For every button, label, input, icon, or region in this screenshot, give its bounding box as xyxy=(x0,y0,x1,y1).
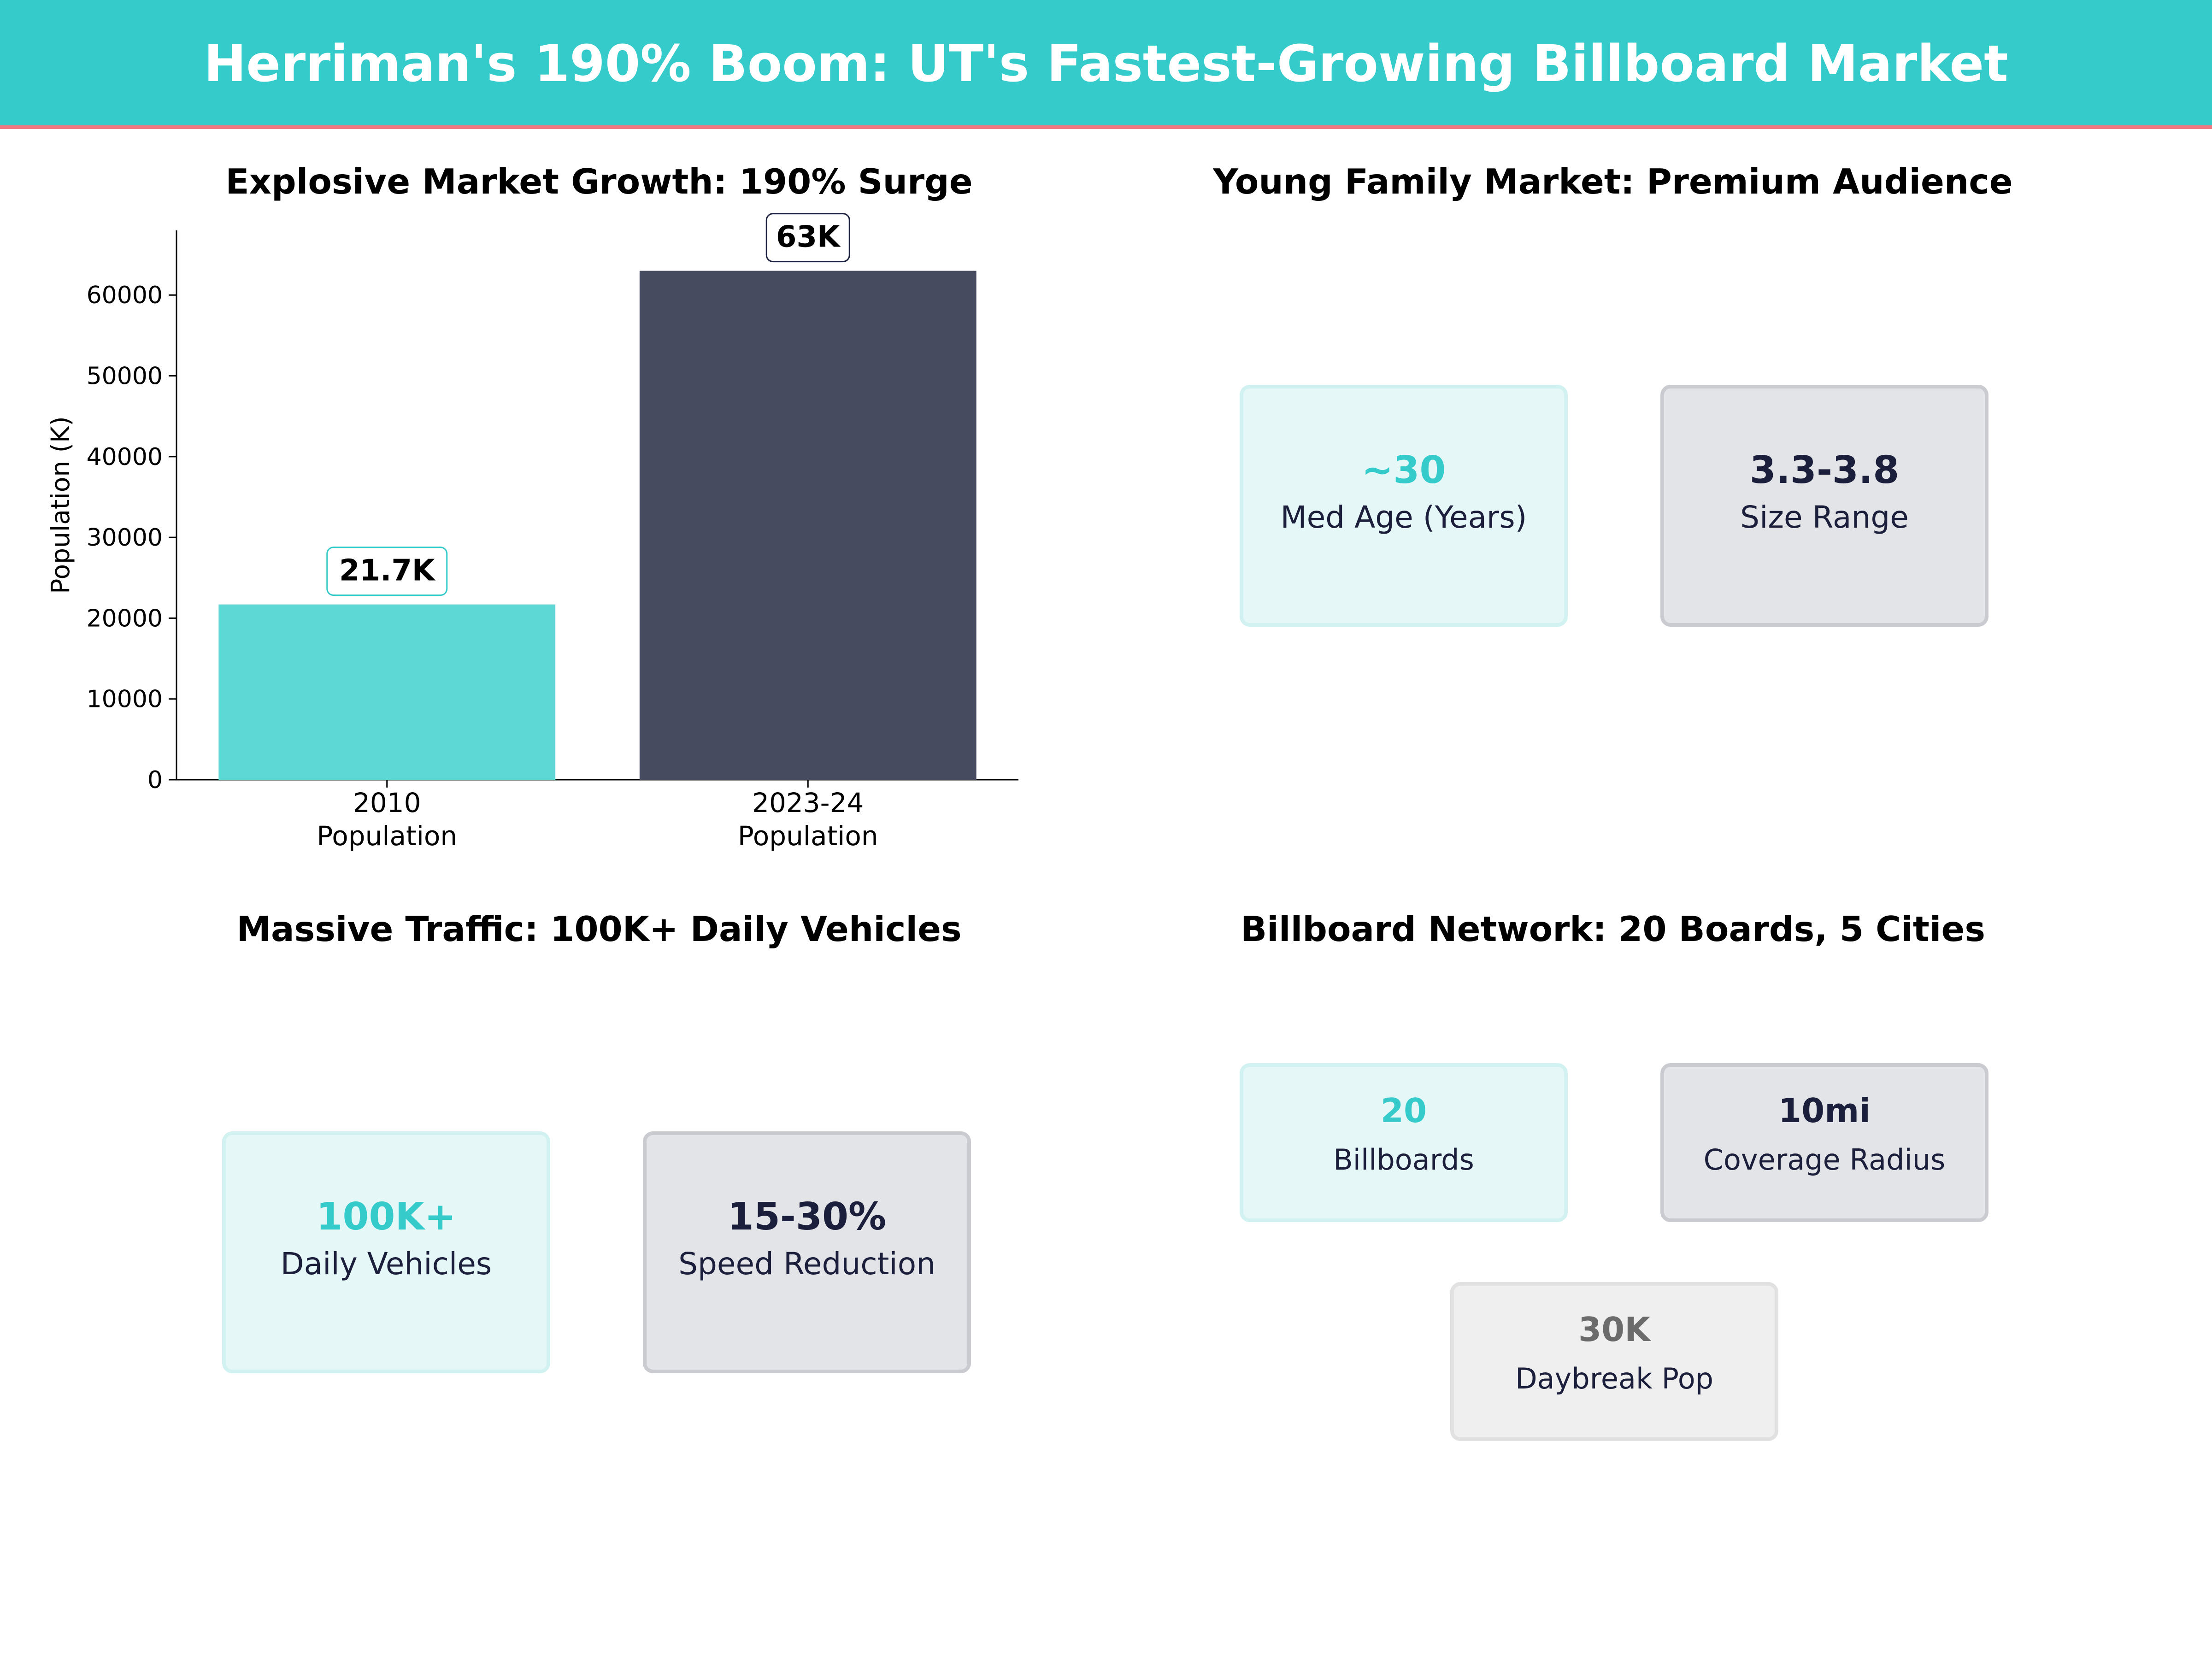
growth-panel-title: Explosive Market Growth: 190% Surge xyxy=(225,161,973,202)
y-tick-label: 60000 xyxy=(87,282,163,309)
x-tick-label: 2023-24 xyxy=(752,787,864,818)
household-size-card: 3.3-3.8 Size Range xyxy=(1660,385,1988,627)
bar-2010 xyxy=(218,604,556,780)
household-size-label: Size Range xyxy=(1740,500,1909,535)
billboards-value: 20 xyxy=(1380,1091,1427,1130)
speed-reduction-card: 15-30% Speed Reduction xyxy=(643,1131,971,1373)
daily-vehicles-card: 100K+ Daily Vehicles xyxy=(222,1131,550,1373)
daily-vehicles-label: Daily Vehicles xyxy=(280,1246,492,1282)
chart-layer: 0 10000 20000 30000 40000 50000 60000 Populatio… xyxy=(46,213,1018,852)
data-label: 21.7K xyxy=(339,554,436,588)
bar-2023-24 xyxy=(639,271,977,780)
coverage-radius-label: Coverage Radius xyxy=(1703,1143,1946,1177)
traffic-panel-title: Massive Traffic: 100K+ Daily Vehicles xyxy=(236,909,962,949)
family-panel-title: Young Family Market: Premium Audience xyxy=(1213,161,2013,202)
page-title: Herriman's 190% Boom: UT's Fastest-Growi… xyxy=(204,34,2008,93)
coverage-radius-card: 10mi Coverage Radius xyxy=(1660,1063,1988,1222)
y-tick-label: 0 xyxy=(147,766,163,794)
daily-vehicles-value: 100K+ xyxy=(316,1195,456,1239)
x-tick-label: Population xyxy=(317,820,457,852)
y-tick-label: 50000 xyxy=(87,363,163,390)
daybreak-pop-value: 30K xyxy=(1578,1310,1650,1349)
data-label-box xyxy=(326,547,448,596)
median-age-value: ~30 xyxy=(1361,448,1446,492)
y-tick-label: 10000 xyxy=(87,686,163,713)
y-tick-label: 20000 xyxy=(87,605,163,632)
daybreak-pop-label: Daybreak Pop xyxy=(1515,1362,1714,1395)
x-tick-label: 2010 xyxy=(353,787,421,818)
y-axis-label: Population (K) xyxy=(46,416,75,594)
median-age-label: Med Age (Years) xyxy=(1280,500,1527,535)
data-label-box xyxy=(765,213,850,263)
billboards-card: 20 Billboards xyxy=(1240,1063,1568,1222)
coverage-radius-value: 10mi xyxy=(1778,1091,1871,1130)
y-tick-label: 30000 xyxy=(87,524,163,552)
speed-reduction-label: Speed Reduction xyxy=(678,1246,935,1282)
household-size-value: 3.3-3.8 xyxy=(1749,448,1900,492)
speed-reduction-value: 15-30% xyxy=(727,1195,887,1239)
network-panel-title: Billboard Network: 20 Boards, 5 Cities xyxy=(1241,909,1985,949)
data-label: 63K xyxy=(776,220,841,254)
y-tick-label: 40000 xyxy=(87,443,163,471)
daybreak-pop-card: 30K Daybreak Pop xyxy=(1450,1282,1778,1441)
x-tick-label: Population xyxy=(738,820,878,852)
header-banner: Herriman's 190% Boom: UT's Fastest-Growi… xyxy=(0,0,2212,129)
median-age-card: ~30 Med Age (Years) xyxy=(1240,385,1568,627)
billboards-label: Billboards xyxy=(1333,1143,1474,1177)
